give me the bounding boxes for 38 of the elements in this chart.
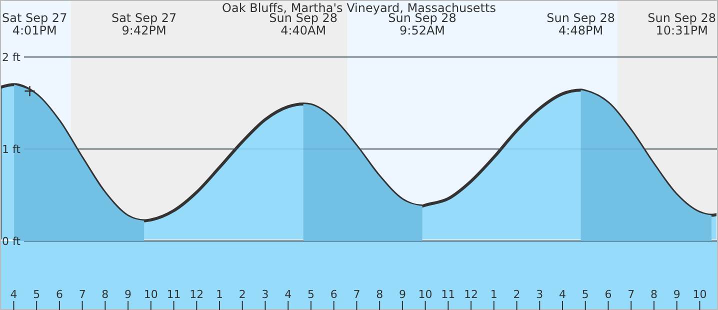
x-tick-label: 6 (56, 288, 63, 301)
x-tick-label: 12 (190, 288, 204, 301)
x-tick-label: 4 (10, 288, 18, 301)
x-tick-label: 5 (307, 288, 314, 301)
x-tick-label: 3 (536, 288, 544, 301)
x-tick-label: 4 (559, 288, 566, 301)
x-tick-label: 3 (262, 288, 269, 301)
annotation: Sat Sep 27 4:01PM (2, 11, 68, 38)
x-tick-label: 10 (144, 288, 158, 301)
x-tick-label: 5 (33, 288, 40, 301)
x-tick-label: 7 (353, 288, 360, 301)
x-tick-label: 2 (238, 288, 246, 301)
x-tick-label: 7 (78, 288, 86, 301)
x-tick-label: 8 (102, 288, 109, 301)
x-tick-label: 10 (692, 288, 707, 301)
x-tick-label: 11 (166, 288, 181, 301)
x-tick-label: 5 (582, 288, 589, 301)
x-tick-label: 9 (673, 288, 680, 301)
x-tick-label: 6 (330, 288, 338, 301)
annotation: Sat Sep 27 9:42PM (111, 11, 177, 38)
x-tick-label: 12 (464, 288, 478, 301)
x-tick-label: 2 (513, 288, 520, 301)
y-tick-label: 2 ft (2, 50, 22, 64)
x-tick-label: 1 (490, 288, 498, 301)
x-tick-label: 8 (650, 288, 658, 301)
x-tick-label: 7 (628, 288, 635, 301)
x-tick-label: 6 (604, 288, 612, 301)
y-tick-label: 0 ft (2, 234, 22, 248)
x-tick-label: 1 (216, 288, 224, 301)
x-tick-label: 11 (441, 288, 456, 301)
x-tick-label: 8 (376, 288, 384, 301)
x-tick-label: 9 (398, 288, 406, 301)
x-tick-label: 4 (284, 288, 292, 301)
x-tick-label: 10 (418, 288, 432, 301)
y-tick-label: 1 ft (2, 142, 22, 156)
annotation: Sun Sep 28 4:48PM (546, 11, 615, 38)
x-tick-label: 9 (124, 288, 132, 301)
annotation: Sun Sep 28 10:31PM (648, 11, 716, 38)
